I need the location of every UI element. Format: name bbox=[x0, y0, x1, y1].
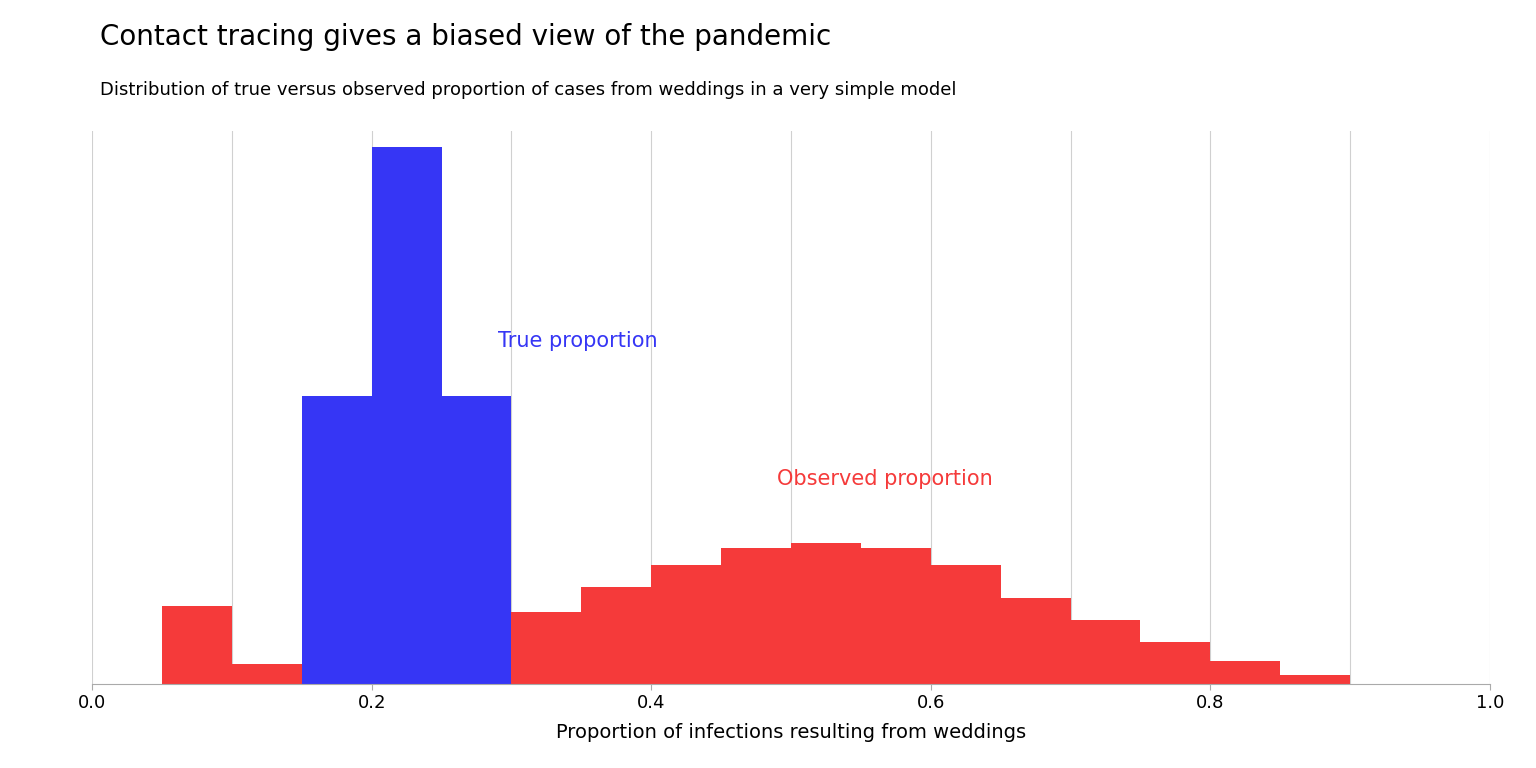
Bar bbox=[163, 606, 232, 684]
Bar bbox=[931, 564, 1001, 684]
Text: Observed proportion: Observed proportion bbox=[777, 469, 992, 489]
Bar bbox=[860, 548, 931, 684]
Bar bbox=[372, 653, 442, 684]
Bar bbox=[651, 564, 722, 684]
Bar bbox=[1281, 675, 1350, 684]
Bar bbox=[1001, 598, 1071, 684]
X-axis label: Proportion of infections resulting from weddings: Proportion of infections resulting from … bbox=[556, 723, 1026, 742]
Bar bbox=[442, 641, 511, 684]
Bar bbox=[372, 147, 442, 684]
Bar bbox=[1140, 642, 1210, 684]
Bar bbox=[581, 587, 651, 684]
Bar bbox=[791, 542, 860, 684]
Bar bbox=[720, 548, 791, 684]
Text: True proportion: True proportion bbox=[498, 331, 657, 351]
Bar bbox=[511, 611, 581, 684]
Bar bbox=[442, 396, 511, 684]
Bar bbox=[301, 396, 372, 684]
Bar bbox=[232, 664, 301, 684]
Bar bbox=[1071, 620, 1140, 684]
Text: Distribution of true versus observed proportion of cases from weddings in a very: Distribution of true versus observed pro… bbox=[100, 81, 957, 98]
Text: Contact tracing gives a biased view of the pandemic: Contact tracing gives a biased view of t… bbox=[100, 23, 831, 51]
Bar bbox=[1210, 661, 1281, 684]
Bar bbox=[301, 653, 372, 684]
